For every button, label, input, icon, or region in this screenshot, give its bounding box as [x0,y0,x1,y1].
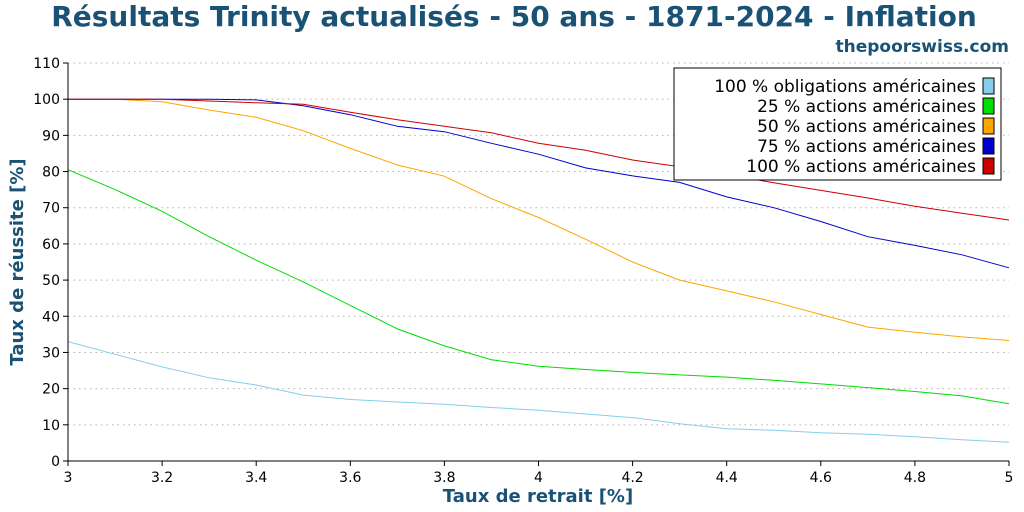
x-tick-label: 5 [1005,470,1014,486]
x-tick-label: 4.6 [810,470,832,486]
y-tick-label: 80 [42,165,60,181]
y-tick-label: 10 [42,418,60,434]
legend-swatch [982,77,995,95]
legend-frame [673,67,1002,181]
y-tick-label: 100 [33,92,60,108]
x-tick-label: 3 [64,470,73,486]
series-line-1 [67,341,1010,443]
x-tick-label: 3.8 [433,470,455,486]
chart-title: Résultats Trinity actualisés - 50 ans - … [51,0,977,33]
y-tick-label: 70 [42,201,60,217]
x-axis-ticks: 3 3.2 3.4 3.6 3.8 4 4.2 4.4 4.6 4.8 5 [64,461,1014,486]
y-tick-label: 40 [42,309,60,325]
legend-label: 50 % actions américaines [757,117,976,137]
x-tick-label: 3.6 [339,470,361,486]
legend-swatch [982,157,995,175]
y-tick-label: 60 [42,237,60,253]
series-line-4 [68,98,1010,269]
y-tick-label: 0 [51,454,60,470]
y-tick-label: 50 [42,273,60,289]
x-tick-label: 3.2 [151,470,173,486]
y-tick-label: 20 [42,382,60,398]
y-axis-ticks: 0 10 20 30 40 50 60 70 80 90 100 110 [33,56,68,470]
x-tick-label: 4.8 [904,470,926,486]
series-line-3 [68,98,1010,341]
x-tick-label: 4.4 [716,470,738,486]
series-line-5 [68,98,1010,221]
site-credit: thepoorswiss.com [836,37,1010,57]
x-tick-label: 4.2 [621,470,643,486]
y-axis-label: Taux de réussite [%] [7,158,28,365]
legend-label: 100 % obligations américaines [714,77,976,97]
legend-label: 100 % actions américaines [746,157,976,177]
x-tick-label: 3.4 [245,470,267,486]
y-tick-label: 30 [42,345,60,361]
series-line-2 [67,169,1010,405]
y-tick-label: 90 [42,128,60,144]
legend-label: 75 % actions américaines [757,137,976,157]
legend-swatch [982,117,995,135]
y-tick-label: 110 [33,56,60,72]
series-lines [67,98,1010,443]
legend-swatch [982,137,995,155]
legend-label: 25 % actions américaines [757,97,976,117]
legend-swatch [982,97,995,115]
x-tick-label: 4 [534,470,543,486]
x-axis-label: Taux de retrait [%] [443,486,633,507]
